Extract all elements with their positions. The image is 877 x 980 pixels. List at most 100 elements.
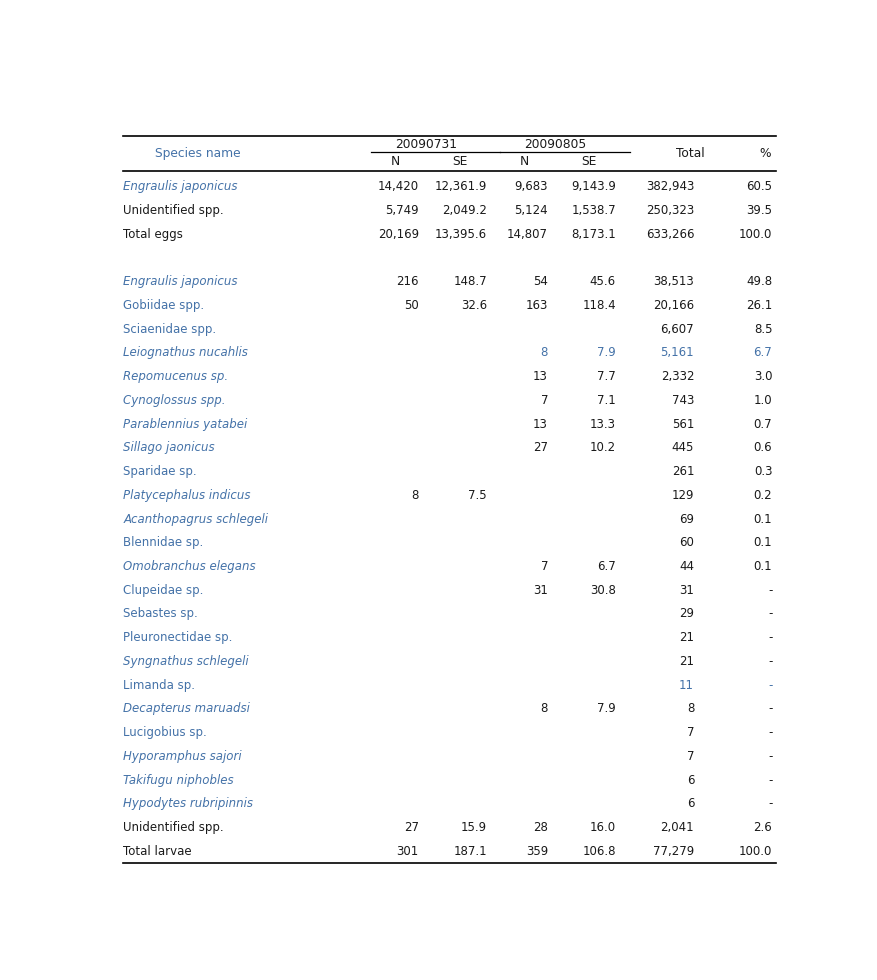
Text: 54: 54 bbox=[533, 275, 548, 288]
Text: 27: 27 bbox=[533, 441, 548, 455]
Text: -: - bbox=[768, 798, 773, 810]
Text: 7: 7 bbox=[687, 750, 695, 762]
Text: 7.5: 7.5 bbox=[468, 489, 487, 502]
Text: 12,361.9: 12,361.9 bbox=[434, 180, 487, 193]
Text: Repomucenus sp.: Repomucenus sp. bbox=[123, 370, 228, 383]
Text: 21: 21 bbox=[679, 655, 695, 668]
Text: 13,395.6: 13,395.6 bbox=[435, 227, 487, 241]
Text: 38,513: 38,513 bbox=[653, 275, 695, 288]
Text: 0.1: 0.1 bbox=[753, 560, 773, 573]
Text: 301: 301 bbox=[396, 845, 419, 858]
Text: -: - bbox=[768, 584, 773, 597]
Text: 32.6: 32.6 bbox=[460, 299, 487, 312]
Text: Total: Total bbox=[676, 147, 705, 161]
Text: 44: 44 bbox=[679, 560, 695, 573]
Text: -: - bbox=[768, 773, 773, 787]
Text: 31: 31 bbox=[680, 584, 695, 597]
Text: 14,807: 14,807 bbox=[507, 227, 548, 241]
Text: Syngnathus schlegeli: Syngnathus schlegeli bbox=[123, 655, 249, 668]
Text: Lucigobius sp.: Lucigobius sp. bbox=[123, 726, 207, 739]
Text: -: - bbox=[768, 750, 773, 762]
Text: 216: 216 bbox=[396, 275, 419, 288]
Text: 6,607: 6,607 bbox=[660, 322, 695, 336]
Text: 11: 11 bbox=[679, 679, 695, 692]
Text: 7.7: 7.7 bbox=[597, 370, 616, 383]
Text: 8: 8 bbox=[411, 489, 419, 502]
Text: 20,166: 20,166 bbox=[653, 299, 695, 312]
Text: 50: 50 bbox=[404, 299, 419, 312]
Text: Platycephalus indicus: Platycephalus indicus bbox=[123, 489, 251, 502]
Text: 2.6: 2.6 bbox=[753, 821, 773, 834]
Text: -: - bbox=[768, 631, 773, 644]
Text: 0.1: 0.1 bbox=[753, 536, 773, 549]
Text: 261: 261 bbox=[672, 466, 695, 478]
Text: Leiognathus nucahlis: Leiognathus nucahlis bbox=[123, 347, 248, 360]
Text: 16.0: 16.0 bbox=[590, 821, 616, 834]
Text: %: % bbox=[759, 147, 771, 161]
Text: N: N bbox=[519, 155, 529, 169]
Text: Total eggs: Total eggs bbox=[123, 227, 183, 241]
Text: 10.2: 10.2 bbox=[590, 441, 616, 455]
Text: N: N bbox=[390, 155, 400, 169]
Text: 5,161: 5,161 bbox=[660, 347, 695, 360]
Text: 7.1: 7.1 bbox=[597, 394, 616, 407]
Text: 8,173.1: 8,173.1 bbox=[571, 227, 616, 241]
Text: 250,323: 250,323 bbox=[645, 204, 695, 217]
Text: 1.0: 1.0 bbox=[753, 394, 773, 407]
Text: 20,169: 20,169 bbox=[378, 227, 419, 241]
Text: 6.7: 6.7 bbox=[597, 560, 616, 573]
Text: -: - bbox=[768, 608, 773, 620]
Text: 2,049.2: 2,049.2 bbox=[442, 204, 487, 217]
Text: 633,266: 633,266 bbox=[645, 227, 695, 241]
Text: 13.3: 13.3 bbox=[590, 417, 616, 430]
Text: Sebastes sp.: Sebastes sp. bbox=[123, 608, 198, 620]
Text: 743: 743 bbox=[672, 394, 695, 407]
Text: 5,749: 5,749 bbox=[385, 204, 419, 217]
Text: 0.1: 0.1 bbox=[753, 513, 773, 525]
Text: Engraulis japonicus: Engraulis japonicus bbox=[123, 275, 238, 288]
Text: Sparidae sp.: Sparidae sp. bbox=[123, 466, 196, 478]
Text: Sciaenidae spp.: Sciaenidae spp. bbox=[123, 322, 217, 336]
Text: Omobranchus elegans: Omobranchus elegans bbox=[123, 560, 256, 573]
Text: 2,041: 2,041 bbox=[660, 821, 695, 834]
Text: 14,420: 14,420 bbox=[378, 180, 419, 193]
Text: 20090805: 20090805 bbox=[524, 138, 586, 151]
Text: 28: 28 bbox=[533, 821, 548, 834]
Text: 8.5: 8.5 bbox=[754, 322, 773, 336]
Text: Gobiidae spp.: Gobiidae spp. bbox=[123, 299, 204, 312]
Text: 7: 7 bbox=[540, 560, 548, 573]
Text: Unidentified spp.: Unidentified spp. bbox=[123, 821, 224, 834]
Text: -: - bbox=[768, 655, 773, 668]
Text: 445: 445 bbox=[672, 441, 695, 455]
Text: 29: 29 bbox=[679, 608, 695, 620]
Text: -: - bbox=[768, 703, 773, 715]
Text: 561: 561 bbox=[672, 417, 695, 430]
Text: 8: 8 bbox=[540, 347, 548, 360]
Text: 49.8: 49.8 bbox=[746, 275, 773, 288]
Text: 45.6: 45.6 bbox=[590, 275, 616, 288]
Text: 0.3: 0.3 bbox=[754, 466, 773, 478]
Text: 163: 163 bbox=[525, 299, 548, 312]
Text: 148.7: 148.7 bbox=[453, 275, 487, 288]
Text: SE: SE bbox=[581, 155, 596, 169]
Text: Pleuronectidae sp.: Pleuronectidae sp. bbox=[123, 631, 232, 644]
Text: 0.7: 0.7 bbox=[753, 417, 773, 430]
Text: Limanda sp.: Limanda sp. bbox=[123, 679, 196, 692]
Text: Sillago jaonicus: Sillago jaonicus bbox=[123, 441, 215, 455]
Text: Parablennius yatabei: Parablennius yatabei bbox=[123, 417, 247, 430]
Text: Clupeidae sp.: Clupeidae sp. bbox=[123, 584, 203, 597]
Text: 15.9: 15.9 bbox=[460, 821, 487, 834]
Text: 7.9: 7.9 bbox=[597, 347, 616, 360]
Text: 0.2: 0.2 bbox=[753, 489, 773, 502]
Text: 9,683: 9,683 bbox=[515, 180, 548, 193]
Text: 129: 129 bbox=[672, 489, 695, 502]
Text: 27: 27 bbox=[404, 821, 419, 834]
Text: 20090731: 20090731 bbox=[395, 138, 457, 151]
Text: Blennidae sp.: Blennidae sp. bbox=[123, 536, 203, 549]
Text: 6.7: 6.7 bbox=[753, 347, 773, 360]
Text: 382,943: 382,943 bbox=[645, 180, 695, 193]
Text: Unidentified spp.: Unidentified spp. bbox=[123, 204, 224, 217]
Text: 77,279: 77,279 bbox=[652, 845, 695, 858]
Text: 69: 69 bbox=[679, 513, 695, 525]
Text: 118.4: 118.4 bbox=[582, 299, 616, 312]
